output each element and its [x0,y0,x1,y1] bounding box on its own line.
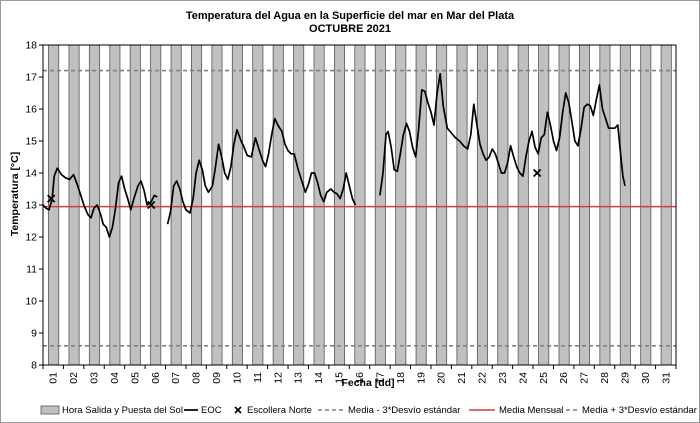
daylight-bar-11 [252,44,264,366]
daylight-bar-23 [497,44,509,366]
chart-subtitle: OCTUBRE 2021 [309,23,391,35]
daylight-bar-03 [88,44,100,366]
x-tick-label-11: 11 [252,372,264,383]
x-tick-label-30: 30 [640,372,652,384]
y-axis-label: Temperatura [°C] [9,152,21,237]
legend-label-escollera: Escollera Norte [247,405,312,416]
x-tick-label-27: 27 [579,372,591,384]
x-tick-label-25: 25 [538,372,550,384]
chart-title: Temperatura del Agua en la Superficie de… [186,10,515,22]
plot-area: 8 9 10 11 12 13 14 15 16 17 18 01 02 03 04 05 06 07 08 09 10… [25,40,677,384]
x-tick-label-09: 09 [211,372,223,384]
x-tick-label-08: 08 [191,372,203,384]
daylight-bar-26 [558,44,570,366]
daylight-bar-21 [456,44,468,366]
y-tick-label-15: 15 [25,136,37,148]
legend-label-plus3: Media + 3*Desvío estándar [582,405,697,416]
y-tick-label-12: 12 [25,232,37,244]
y-tick-label-10: 10 [25,296,37,308]
daylight-bar-25 [538,44,550,366]
daylight-bar-07 [170,44,182,366]
x-tick-label-18: 18 [395,372,407,384]
x-tick-label-17: 17 [374,372,386,384]
x-tick-label-02: 02 [68,372,80,384]
daylight-bar-18 [395,44,407,366]
x-tick-label-03: 03 [89,372,101,384]
daylight-bar-16 [354,44,366,366]
daylight-bar-10 [231,44,243,366]
legend: Hora Salida y Puesta del Sol EOC Escollera… [40,405,697,416]
daylight-bar-02 [68,44,80,366]
y-tick-label-11: 11 [26,264,37,276]
y-tick-label-17: 17 [25,72,37,84]
y-tick-label-8: 8 [31,360,37,372]
eoc-series-line-2 [166,117,357,225]
daylight-bar-22 [476,44,488,366]
daylight-bar-14 [313,44,325,366]
eoc-series-line-3 [379,72,626,196]
x-tick-label-15: 15 [334,372,346,384]
x-tick-label-13: 13 [293,372,305,384]
daylight-bar-17 [374,44,386,366]
y-tick-label-14: 14 [25,168,37,180]
y-tick-label-18: 18 [25,40,37,52]
x-tick-label-01: 01 [48,372,60,384]
x-tick-label-23: 23 [497,372,509,384]
x-tick-label-20: 20 [436,372,448,384]
x-tick-label-07: 07 [170,372,182,384]
escollera-norte-point-2 [147,200,156,210]
y-tick-label-13: 13 [25,200,37,212]
escollera-norte-point-1 [47,194,56,203]
x-tick-label-26: 26 [558,372,570,384]
x-tick-label-04: 04 [109,372,121,384]
legend-label-mensual: Media Mensual [499,405,563,416]
daylight-bar-31 [660,44,672,366]
x-tick-label-06: 06 [150,372,162,384]
daylight-bar-04 [109,44,121,366]
x-tick-label-12: 12 [272,372,284,384]
daylight-bar-24 [517,44,529,366]
x-tick-label-19: 19 [415,372,427,384]
x-axis-label: Fecha [dd] [341,377,394,389]
y-tick-label-16: 16 [25,104,37,116]
legend-swatch-daylight [40,405,60,415]
x-tick-label-29: 29 [619,372,631,384]
legend-label-minus3: Media - 3*Desvío estándar [348,405,460,416]
daylight-bar-28 [599,44,611,366]
x-tick-label-16: 16 [354,372,366,384]
daylight-bar-29 [619,44,631,366]
legend-label-eoc: EOC [201,405,222,416]
x-tick-label-24: 24 [517,372,529,384]
daylight-bar-30 [640,44,652,366]
daylight-bar-08 [191,44,203,366]
daylight-bar-09 [211,44,223,366]
x-tick-label-28: 28 [599,372,611,384]
escollera-norte-point-3 [533,168,542,178]
x-tick-label-10: 10 [231,372,243,384]
daylight-bar-27 [579,44,591,366]
x-tick-label-31: 31 [660,372,672,384]
daylight-bar-12 [272,44,284,366]
x-tick-label-14: 14 [313,372,325,384]
x-tick-label-05: 05 [129,372,141,384]
x-tick-label-21: 21 [456,372,468,384]
legend-label-daylight: Hora Salida y Puesta del Sol [62,405,183,416]
daylight-bar-13 [293,44,305,366]
y-tick-label-9: 9 [31,328,37,340]
legend-swatch-escollera [234,406,242,414]
x-tick-label-22: 22 [477,372,489,384]
daylight-bar-15 [333,44,345,366]
eoc-series-line-1 [42,167,158,238]
